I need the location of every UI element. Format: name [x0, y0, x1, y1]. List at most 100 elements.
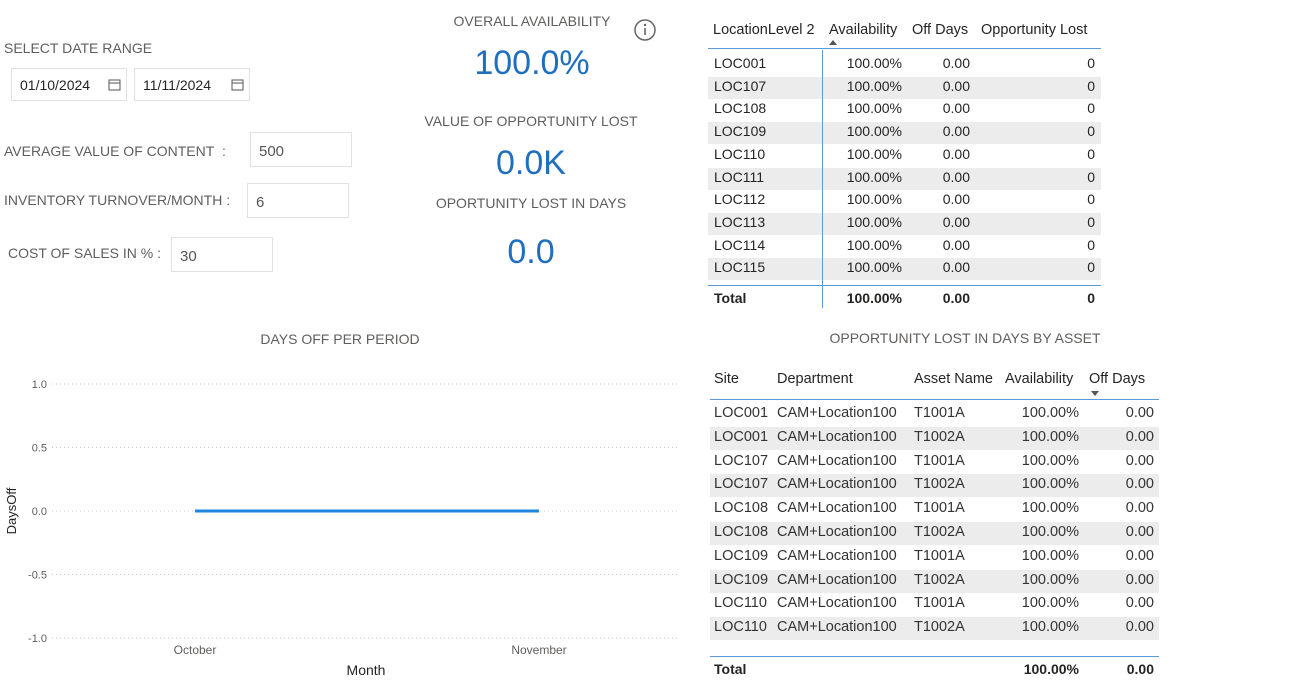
- table-cell: 100.00%: [1021, 571, 1079, 588]
- y-tick-label: 0.0: [32, 506, 47, 518]
- row-shade: [710, 617, 1159, 641]
- table-cell: CAM+Location100: [777, 619, 897, 636]
- start-date: 01/10/2024: [20, 77, 91, 93]
- row-shade: [708, 212, 1101, 235]
- column-header: Off Days: [912, 22, 969, 38]
- total-rule: [708, 285, 1101, 286]
- total-cell: Total: [714, 661, 747, 677]
- table-title: OPPORTUNITY LOST IN DAYS BY ASSET: [829, 330, 1101, 346]
- table-cell: LOC114: [714, 236, 766, 253]
- table-cell: 0: [1087, 236, 1095, 253]
- table-cell: 100.00%: [1021, 547, 1079, 564]
- kpi-value: 0.0K: [496, 144, 566, 182]
- total-rule: [710, 656, 1159, 657]
- input-value: 6: [256, 194, 265, 211]
- table-cell: 100.00%: [1021, 500, 1079, 517]
- column-header: Asset Name: [914, 371, 993, 387]
- end-date: 11/11/2024: [143, 77, 211, 93]
- input-label: INVENTORY TURNOVER/MONTH :: [4, 192, 231, 208]
- input-label: COST OF SALES IN % :: [8, 245, 162, 261]
- column-header: Opportunity Lost: [981, 22, 1088, 38]
- table-cell: CAM+Location100: [777, 595, 897, 612]
- table-cell: 100.00%: [846, 191, 902, 208]
- input-box[interactable]: [250, 132, 352, 167]
- table-cell: LOC112: [714, 191, 766, 208]
- table-cell: 100.00%: [846, 100, 902, 117]
- table-cell: 0: [1087, 100, 1095, 117]
- table-cell: T1001A: [914, 500, 965, 517]
- table-cell: 0.00: [1125, 452, 1154, 469]
- table-cell: 100.00%: [846, 55, 902, 71]
- kpi-title: OPORTUNITY LOST IN DAYS: [435, 195, 627, 211]
- date-range-label: SELECT DATE RANGE: [4, 40, 153, 56]
- table-cell: 100.00%: [1021, 428, 1079, 445]
- y-tick-label: 0.5: [32, 443, 47, 455]
- table-cell: 0.00: [1125, 547, 1154, 564]
- y-tick-label: -1.0: [28, 633, 47, 645]
- input-box[interactable]: [247, 183, 349, 218]
- table-cell: 100.00%: [846, 77, 902, 94]
- kpi-value: 0.0: [507, 233, 555, 271]
- table-cell: LOC107: [714, 476, 769, 493]
- x-tick-label: October: [174, 643, 217, 657]
- table-cell: 100.00%: [1021, 524, 1079, 540]
- input-value: 500: [259, 143, 285, 160]
- input-label: AVERAGE VALUE OF CONTENT: [4, 143, 215, 159]
- table-cell: 0: [1087, 213, 1095, 230]
- table-cell: LOC108: [714, 100, 767, 117]
- calendar-icon[interactable]: [231, 78, 244, 91]
- table-cell: CAM+Location100: [777, 547, 897, 564]
- table-cell: T1001A: [914, 595, 965, 612]
- table-cell: 0.00: [942, 191, 970, 208]
- table-cell: LOC109: [714, 123, 767, 140]
- column-header: Availability: [1005, 371, 1074, 387]
- info-icon[interactable]: [633, 18, 657, 42]
- table-cell: LOC110: [714, 145, 766, 162]
- sort-arrow: [829, 40, 837, 45]
- table-cell: CAM+Location100: [777, 500, 897, 517]
- sort-arrow: [1091, 391, 1099, 396]
- table-cell: 0.00: [1125, 524, 1154, 540]
- column-header: Availability: [829, 22, 898, 38]
- calendar-icon[interactable]: [108, 78, 121, 91]
- table-cell: 100.00%: [846, 236, 902, 253]
- table-cell: LOC001: [714, 428, 769, 445]
- table-cell: T1001A: [914, 547, 965, 564]
- total-cell: Total: [714, 290, 747, 306]
- table-cell: CAM+Location100: [777, 452, 897, 469]
- end-date-box[interactable]: [134, 68, 250, 101]
- table-cell: CAM+Location100: [777, 571, 897, 588]
- table-cell: LOC108: [714, 524, 769, 540]
- table-cell: 0.00: [942, 55, 970, 71]
- table-cell: 0.00: [1125, 619, 1154, 636]
- table-cell: T1002A: [914, 524, 965, 540]
- table-cell: 0: [1087, 145, 1095, 162]
- table-cell: 0: [1087, 55, 1095, 71]
- total-cell: 100.00%: [846, 290, 902, 306]
- y-tick-label: -0.5: [28, 570, 47, 582]
- table-cell: 0.00: [1125, 571, 1154, 588]
- table-cell: CAM+Location100: [777, 428, 897, 445]
- total-cell: 100.00%: [1023, 661, 1079, 677]
- kpi-title: OVERALL AVAILABILITY: [453, 13, 611, 29]
- table-cell: 100.00%: [1021, 595, 1079, 612]
- x-tick-label: November: [511, 643, 566, 657]
- input-value: 30: [180, 248, 197, 265]
- header-rule: [710, 399, 1159, 400]
- table-cell: LOC001: [714, 55, 767, 71]
- kpi-value: 100.0%: [474, 44, 590, 82]
- table-cell: LOC107: [714, 77, 767, 94]
- start-date-box[interactable]: [11, 68, 127, 101]
- row-shade: [708, 76, 1101, 99]
- table-cell: 100.00%: [846, 259, 902, 276]
- x-axis-label: Month: [347, 662, 386, 678]
- table-cell: 100.00%: [1021, 405, 1079, 421]
- column-header: Department: [777, 371, 853, 387]
- header-rule: [708, 48, 1101, 49]
- table-cell: 100.00%: [846, 168, 902, 185]
- table-cell: LOC107: [714, 452, 769, 469]
- row-shade: [710, 569, 1159, 593]
- table-cell: LOC001: [714, 405, 769, 421]
- input-box[interactable]: [171, 237, 273, 272]
